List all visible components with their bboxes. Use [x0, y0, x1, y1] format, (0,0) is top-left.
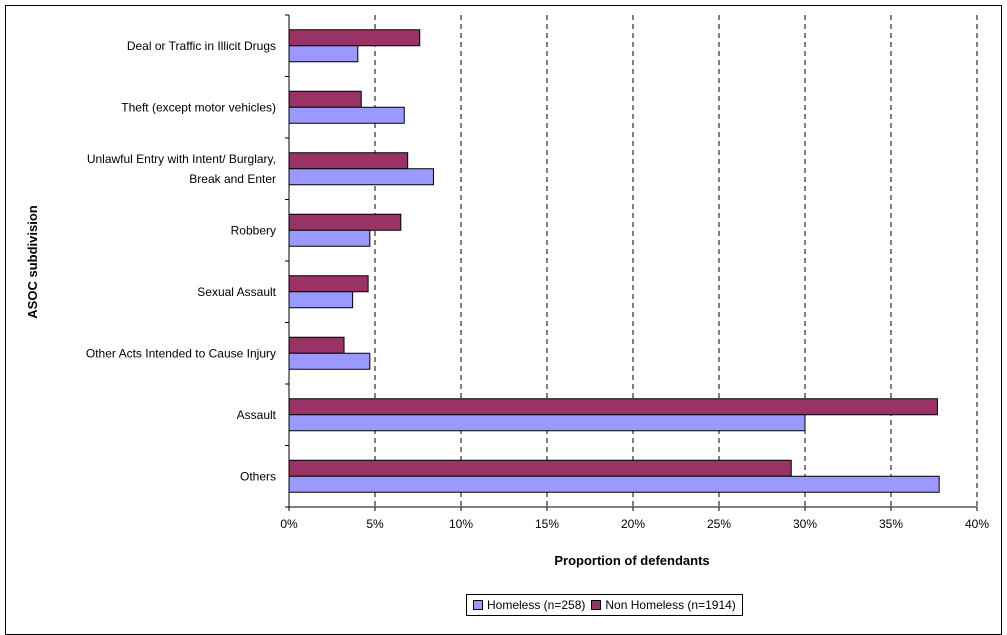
x-tick-label: 30% [793, 517, 817, 531]
bar-homeless [288, 291, 354, 309]
y-axis-title: ASOC subdivision [25, 205, 40, 318]
legend-swatch-homeless [473, 600, 483, 610]
legend: Homeless (n=258) Non Homeless (n=1914) [466, 594, 743, 616]
category-label: Others [240, 469, 276, 483]
x-tick-label: 15% [535, 517, 559, 531]
legend-label-homeless: Homeless (n=258) [487, 598, 586, 612]
category-label: Robbery [231, 223, 276, 237]
bar-non-homeless [288, 90, 362, 108]
x-tick-label: 5% [366, 517, 384, 531]
x-tick-label: 35% [879, 517, 903, 531]
x-tick-labels: 0% 5% 10% 15% 20% 25% 30% 35% 40% [280, 507, 989, 531]
category-label: Unlawful Entry with Intent/ Burglary, Bre… [87, 152, 276, 186]
bar-non-homeless [288, 29, 421, 47]
gridlines [285, 14, 978, 508]
bar-non-homeless [288, 398, 938, 416]
bar-homeless [288, 352, 371, 370]
bar-homeless [288, 475, 940, 493]
legend-item-homeless: Homeless (n=258) [473, 598, 585, 612]
bar-non-homeless [288, 152, 409, 170]
category-label: Other Acts Intended to Cause Injury [86, 346, 276, 360]
chart-frame [5, 5, 1002, 635]
bar-homeless [288, 45, 359, 63]
category-label: Theft (except motor vehicles) [121, 100, 276, 114]
x-tick-label: 0% [280, 517, 298, 531]
bar-non-homeless [288, 213, 402, 231]
bar-non-homeless [288, 459, 792, 477]
legend-item-non-homeless: Non Homeless (n=1914) [591, 598, 736, 612]
x-tick-label: 25% [707, 517, 731, 531]
x-tick-label: 40% [965, 517, 989, 531]
category-label: Sexual Assault [197, 285, 276, 299]
x-tick-label: 20% [621, 517, 645, 531]
x-tick-label: 10% [449, 517, 473, 531]
bar-chart: Deal or Traffic in Illicit Drugs Theft (e… [25, 14, 989, 568]
category-label: Assault [237, 408, 277, 422]
category-labels: Deal or Traffic in Illicit Drugs Theft (e… [86, 39, 277, 484]
bar-homeless [288, 168, 434, 186]
bar-homeless [288, 106, 405, 124]
bar-non-homeless [288, 336, 345, 354]
bar-homeless [288, 414, 806, 432]
legend-swatch-non-homeless [591, 600, 602, 610]
bar-homeless [288, 229, 371, 247]
x-axis-title: Proportion of defendants [554, 553, 709, 568]
bars [288, 29, 940, 493]
legend-label-non-homeless: Non Homeless (n=1914) [605, 598, 736, 612]
category-label: Deal or Traffic in Illicit Drugs [127, 39, 276, 53]
bar-non-homeless [288, 275, 369, 293]
